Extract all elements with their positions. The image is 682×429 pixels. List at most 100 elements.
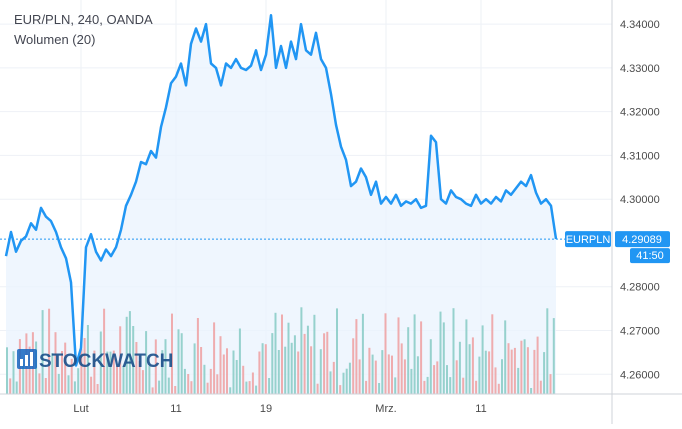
volume-bar (232, 350, 235, 394)
countdown-badge (630, 248, 670, 264)
volume-bar (67, 375, 70, 394)
volume-bar (268, 378, 271, 394)
volume-bar (261, 343, 264, 394)
volume-bar (403, 359, 406, 394)
volume-bar (416, 356, 419, 394)
volume-bar (145, 331, 148, 394)
volume-bar (70, 358, 73, 394)
x-tick-label: Mrz. (375, 403, 396, 415)
volume-bar (342, 372, 345, 394)
volume-bar (520, 340, 523, 394)
volume-bar (57, 373, 60, 394)
volume-bar (15, 381, 18, 394)
volume-bar (530, 388, 533, 394)
y-tick-label: 4.26000 (620, 369, 660, 381)
volume-bar (274, 312, 277, 394)
volume-bar (300, 307, 303, 394)
volume-bar (355, 319, 358, 394)
volume-bar (316, 383, 319, 394)
volume-bar (193, 343, 196, 394)
volume-bar (103, 308, 106, 394)
volume-bar (196, 318, 199, 394)
volume-bar (54, 332, 57, 394)
volume-bar (290, 342, 293, 394)
volume-bar (543, 352, 546, 394)
volume-bar (539, 380, 542, 394)
volume-bar (6, 347, 8, 394)
volume-bar (510, 349, 513, 394)
volume-bar (504, 320, 507, 394)
volume-bar (206, 382, 209, 394)
y-tick-label: 4.33000 (620, 63, 660, 75)
volume-bar (326, 331, 329, 394)
volume-bar (287, 322, 290, 394)
y-tick-label: 4.34000 (620, 19, 660, 31)
volume-bar (158, 380, 161, 394)
volume-bar (154, 339, 157, 394)
volume-bar (533, 349, 536, 394)
volume-bar (48, 308, 51, 394)
volume-bar (484, 350, 487, 394)
volume-bar (319, 349, 322, 394)
volume-bar (125, 316, 128, 394)
volume-bar (99, 331, 102, 394)
volume-bar (475, 380, 478, 394)
volume-bar (171, 313, 173, 394)
volume-bar (44, 378, 47, 394)
volume-bar (313, 314, 316, 394)
volume-bar (439, 311, 442, 394)
price-area-fill (6, 15, 556, 395)
volume-bar (536, 336, 539, 394)
volume-bar (368, 347, 371, 394)
x-tick-label: Lut (73, 403, 88, 415)
chart-legend: EUR/PLN, 240, OANDA Wolumen (20) (14, 10, 153, 50)
volume-bar (200, 347, 203, 394)
volume-bar (83, 338, 86, 394)
volume-bar (497, 383, 500, 394)
volume-bar (352, 338, 355, 394)
volume-bar (549, 374, 552, 394)
volume-bar (187, 374, 190, 394)
y-tick-label: 4.28000 (620, 282, 660, 294)
volume-bar (452, 308, 455, 394)
volume-bar (255, 385, 258, 394)
volume-bar (413, 314, 416, 394)
volume-bar (384, 313, 387, 394)
volume-bar (281, 314, 283, 394)
volume-bar (526, 347, 529, 394)
y-tick-label: 4.27000 (620, 326, 660, 338)
x-tick-label: 11 (170, 403, 181, 415)
volume-bar (119, 326, 122, 394)
volume-bar (22, 364, 25, 394)
volume-bar (391, 355, 393, 394)
price-area (6, 15, 556, 395)
volume-bar (148, 365, 151, 394)
x-tick-label: 19 (260, 403, 272, 415)
volume-bar (190, 381, 193, 394)
volume-bar (51, 353, 54, 394)
volume-bar (164, 339, 167, 394)
volume-bar (284, 346, 287, 394)
volume-bar (138, 361, 141, 394)
volume-bar (371, 354, 374, 394)
volume-bar (387, 354, 390, 394)
volume-bar (216, 374, 219, 394)
volume-bar (501, 359, 503, 394)
last-price-text: 4.29089 (622, 234, 662, 246)
volume-bar (449, 377, 452, 394)
volume-bar (251, 372, 254, 394)
volume-bar (222, 354, 225, 394)
watermark-text: STOCKWATCH (39, 351, 173, 372)
volume-bar (336, 308, 338, 394)
volume-bar (151, 387, 154, 394)
volume-bar (38, 373, 41, 394)
volume-bar (235, 360, 238, 394)
volume-bar (116, 366, 118, 394)
y-tick-label: 4.31000 (620, 150, 660, 162)
volume-bar (446, 365, 448, 394)
volume-bar (507, 343, 510, 394)
volume-bar (258, 351, 261, 394)
volume-bar (271, 333, 274, 394)
